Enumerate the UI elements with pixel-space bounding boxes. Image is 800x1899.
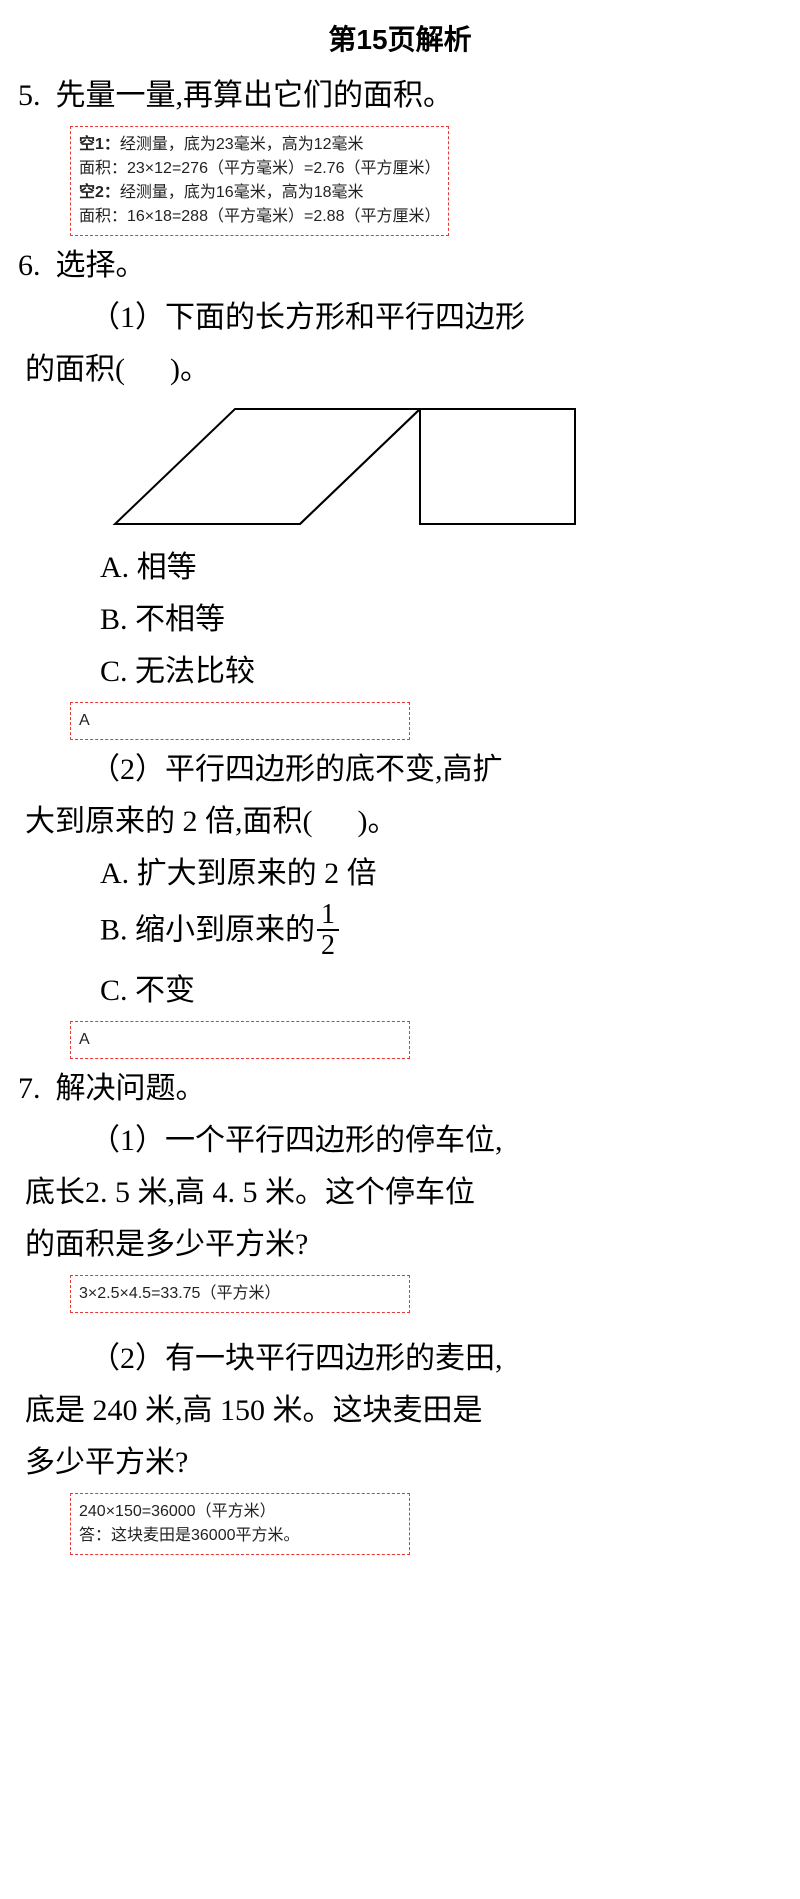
q7-1-line2: 底长2. 5 米,高 4. 5 米。这个停车位: [0, 1167, 800, 1219]
q6-2-text2b: )。: [358, 805, 398, 838]
q5-answer-line: 空1：经测量，底为23毫米，高为12毫米: [79, 133, 440, 157]
q7-2-line1: （2）有一块平行四边形的麦田,: [0, 1317, 800, 1385]
q6-1-optB: B. 不相等: [0, 594, 800, 646]
q6-1-answer-box: A: [70, 702, 410, 740]
q6-text: 选择。: [56, 249, 146, 282]
q7-number: 7.: [18, 1072, 41, 1105]
q6-2-line1: （2）平行四边形的底不变,高扩: [0, 744, 800, 796]
q6-2-optC: C. 不变: [0, 965, 800, 1017]
q7-2-line3: 多少平方米?: [0, 1437, 800, 1489]
q5-text: 先量一量,再算出它们的面积。: [56, 79, 454, 112]
q7-text: 解决问题。: [56, 1072, 206, 1105]
q6-2-optB-pre: B. 缩小到原来的: [100, 913, 315, 946]
q7-2-prefix: （2）: [90, 1342, 165, 1375]
q6-1-answer: A: [79, 709, 401, 733]
fraction-half: 12: [317, 900, 339, 961]
q6-1-line1: （1）下面的长方形和平行四边形: [0, 292, 800, 344]
q6-1-text1: 下面的长方形和平行四边形: [165, 301, 525, 334]
q6-2-text1: 平行四边形的底不变,高扩: [165, 753, 503, 786]
figure-parallelogram: [115, 409, 420, 524]
frac-den: 2: [317, 931, 339, 960]
figure-rectangle: [420, 409, 575, 524]
q6-1-line2: 的面积( )。: [0, 344, 800, 396]
q6-2-line2: 大到原来的 2 倍,面积( )。: [0, 796, 800, 848]
q5-answer-box: 空1：经测量，底为23毫米，高为12毫米面积：23×12=276（平方毫米）=2…: [70, 126, 449, 236]
q6-1-figure: [0, 396, 800, 542]
q6-2-prefix: （2）: [90, 753, 165, 786]
q5-answer-line: 空2：经测量，底为16毫米，高为18毫米: [79, 181, 440, 205]
q6-number: 6.: [18, 249, 41, 282]
q6-1-optC: C. 无法比较: [0, 646, 800, 698]
q7-1-prefix: （1）: [90, 1124, 165, 1157]
q6-2-optB: B. 缩小到原来的12: [0, 900, 800, 965]
q5-answer-line: 面积：16×18=288（平方毫米）=2.88（平方厘米）: [79, 205, 440, 229]
q7-1-answer-box: 3×2.5×4.5=33.75（平方米）: [70, 1275, 410, 1313]
q7-2-line2: 底是 240 米,高 150 米。这块麦田是: [0, 1385, 800, 1437]
q7-1-l1: 一个平行四边形的停车位,: [165, 1124, 503, 1157]
frac-num: 1: [317, 900, 339, 931]
q6-1-prefix: （1）: [90, 301, 165, 334]
q7-2-l1: 有一块平行四边形的麦田,: [165, 1342, 503, 1375]
figure-diag: [300, 409, 420, 524]
q6-2-answer-box: A: [70, 1021, 410, 1059]
q7-line: 7. 解决问题。: [0, 1063, 800, 1115]
q5-line: 5. 先量一量,再算出它们的面积。: [0, 70, 800, 122]
page-title: 第15页解析: [0, 0, 800, 70]
q7-1-answer: 3×2.5×4.5=33.75（平方米）: [79, 1282, 401, 1306]
q7-2-answer-box: 240×150=36000（平方米） 答：这块麦田是36000平方米。: [70, 1493, 410, 1555]
q6-1-optA: A. 相等: [0, 542, 800, 594]
q5-answer-line: 面积：23×12=276（平方毫米）=2.76（平方厘米）: [79, 157, 440, 181]
q6-2-answer: A: [79, 1028, 401, 1052]
q6-2-optA: A. 扩大到原来的 2 倍: [0, 848, 800, 900]
q7-2-answer-l1: 240×150=36000（平方米）: [79, 1500, 401, 1524]
q6-1-text2b: )。: [170, 353, 210, 386]
q7-2-answer-l2: 答：这块麦田是36000平方米。: [79, 1524, 401, 1548]
q7-1-line3: 的面积是多少平方米?: [0, 1219, 800, 1271]
q7-1-line1: （1）一个平行四边形的停车位,: [0, 1115, 800, 1167]
q5-number: 5.: [18, 79, 41, 112]
q6-line: 6. 选择。: [0, 240, 800, 292]
q6-2-text2a: 大到原来的 2 倍,面积(: [25, 805, 313, 838]
q6-1-text2a: 的面积(: [25, 353, 125, 386]
